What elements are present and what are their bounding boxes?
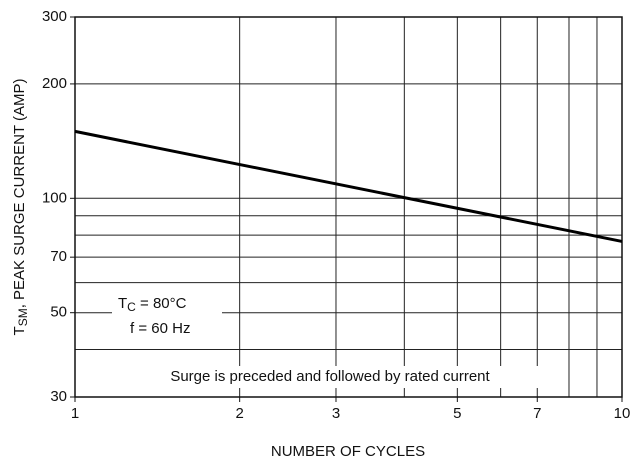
y-tick-label: 30: [50, 388, 67, 405]
x-tick-label: 3: [332, 405, 340, 422]
y-label-text: , PEAK SURGE CURRENT (AMP): [11, 79, 28, 309]
y-axis-label: TSM, PEAK SURGE CURRENT (AMP): [11, 79, 30, 336]
x-tick-label: 2: [235, 405, 243, 422]
x-tick-label: 7: [533, 405, 541, 422]
annotation-tc-text: = 80°C: [136, 295, 187, 312]
plot-frame: [75, 17, 622, 397]
annotation-f: f = 60 Hz: [130, 320, 190, 337]
annotation-tc-symbol: T: [118, 295, 127, 312]
chart: TC = 80°C f = 60 Hz Surge is preceded an…: [0, 0, 640, 469]
y-label-subscript: SM: [16, 308, 30, 326]
data-line: [75, 131, 622, 241]
annotation-note: Surge is preceded and followed by rated …: [170, 368, 490, 385]
y-tick-label: 50: [50, 304, 67, 321]
annotation-tc-subscript: C: [127, 300, 136, 314]
x-tick-label: 5: [453, 405, 461, 422]
y-tick-label: 70: [50, 248, 67, 265]
x-axis-label: NUMBER OF CYCLES: [271, 443, 425, 460]
y-tick-label: 100: [42, 189, 67, 206]
y-tick-label: 300: [42, 8, 67, 25]
y-label-symbol: T: [11, 326, 28, 335]
x-tick-label: 10: [614, 405, 631, 422]
x-tick-label: 1: [71, 405, 79, 422]
y-tick-label: 200: [42, 75, 67, 92]
